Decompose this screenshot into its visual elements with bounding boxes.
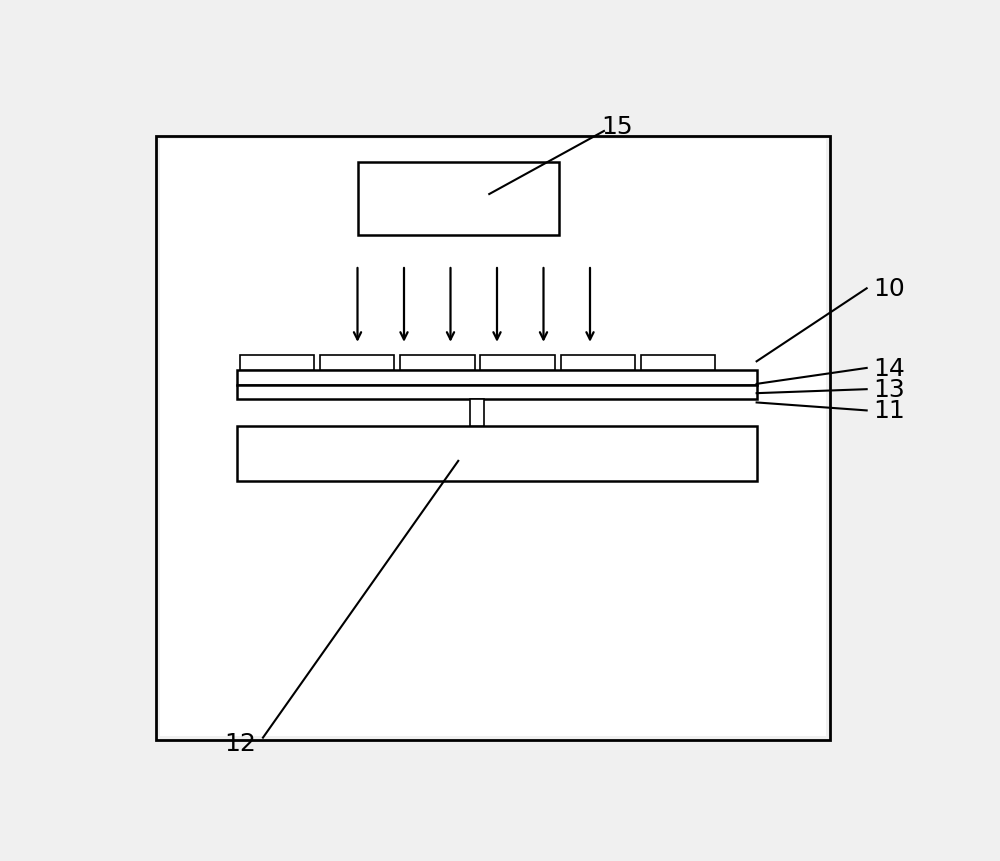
Bar [237, 426, 757, 481]
Bar [641, 356, 715, 370]
Bar [160, 139, 826, 736]
Bar [358, 163, 559, 236]
Text: 12: 12 [224, 731, 256, 755]
Text: 15: 15 [601, 115, 633, 139]
Bar [320, 356, 394, 370]
Text: 10: 10 [873, 277, 905, 301]
Bar [561, 356, 635, 370]
Bar [470, 400, 484, 426]
Bar [237, 385, 757, 400]
Bar [240, 356, 314, 370]
Text: 13: 13 [873, 378, 905, 402]
Bar [480, 356, 555, 370]
Text: 11: 11 [873, 399, 905, 423]
Bar [237, 370, 757, 385]
Bar [400, 356, 475, 370]
Bar [156, 136, 830, 740]
Text: 14: 14 [873, 356, 905, 381]
